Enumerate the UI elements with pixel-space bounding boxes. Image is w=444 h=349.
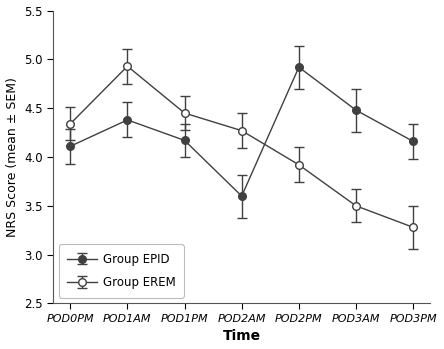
X-axis label: Time: Time: [222, 329, 261, 343]
Legend: Group EPID, Group EREM: Group EPID, Group EREM: [59, 244, 184, 298]
Y-axis label: NRS Score (mean ± SEM): NRS Score (mean ± SEM): [6, 77, 19, 237]
